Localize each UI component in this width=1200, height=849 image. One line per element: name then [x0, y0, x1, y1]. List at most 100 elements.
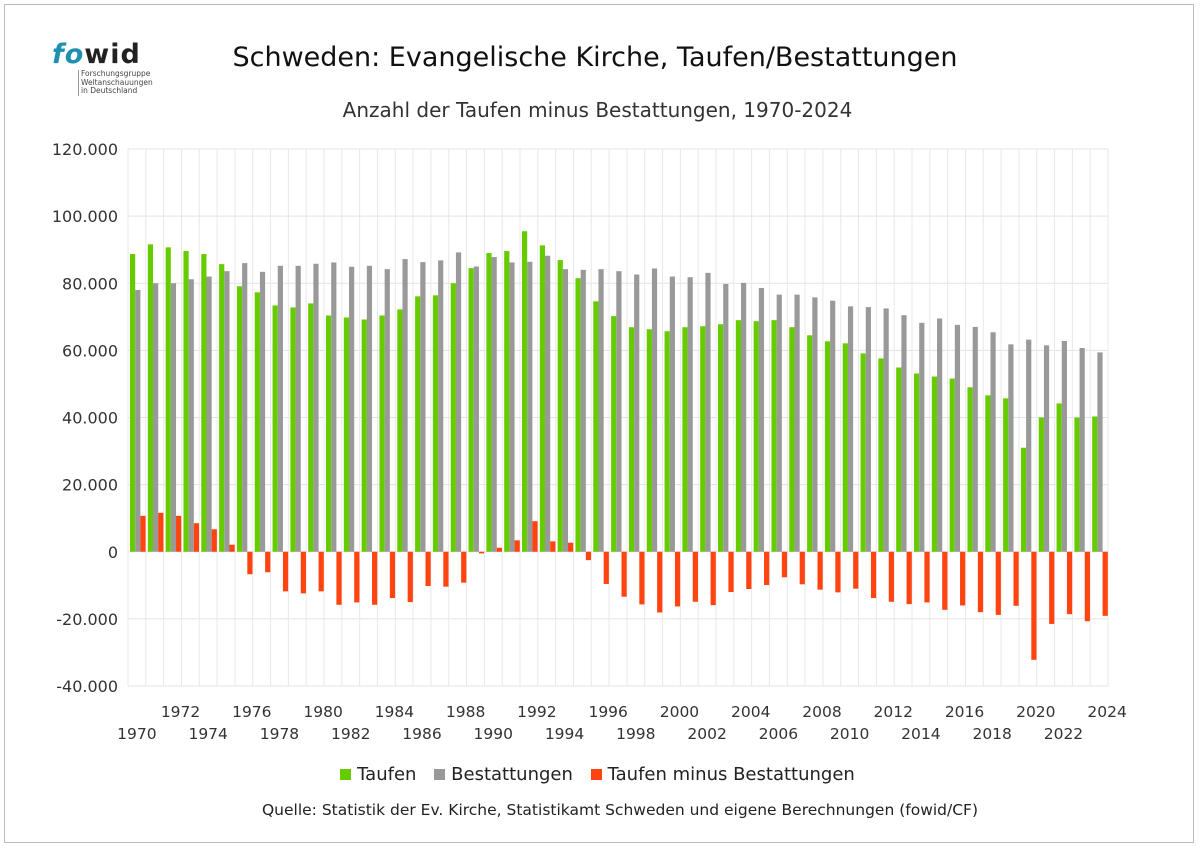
bar-bestattungen-2023 [1079, 348, 1085, 552]
bar-taufen-2011 [860, 353, 866, 552]
chart-subtitle: Anzahl der Taufen minus Bestattungen, 19… [342, 98, 853, 122]
x-tick-label: 2024 [1087, 703, 1126, 721]
bar-bestattungen-1983 [366, 265, 373, 552]
legend-item-bestattungen: Bestattungen [434, 764, 573, 785]
bar-taufen-minus-bestattungen-1975 [229, 544, 235, 552]
bar-taufen-2012 [878, 358, 884, 552]
bar-taufen-1976 [236, 286, 243, 552]
bar-bestattungen-2001 [687, 277, 693, 552]
bar-taufen-minus-bestattungen-1991 [514, 540, 520, 552]
bar-bestattungen-2004 [741, 282, 747, 552]
y-tick-label: 40.000 [62, 409, 118, 428]
x-tick-label: 1972 [161, 703, 200, 721]
legend-item-differenz: Taufen minus Bestattungen [590, 764, 855, 785]
bar-taufen-2001 [682, 327, 688, 552]
bar-taufen-1981 [326, 315, 332, 552]
bar-bestattungen-2019 [1008, 344, 1014, 552]
bar-taufen-2013 [896, 367, 902, 552]
bar-taufen-1995 [575, 278, 581, 552]
bar-taufen-1983 [361, 319, 367, 552]
bar-taufen-1970 [130, 254, 136, 552]
bar-taufen-2024 [1092, 416, 1098, 552]
legend-label: Taufen [357, 764, 417, 785]
legend-swatch [434, 769, 446, 780]
bar-taufen-minus-bestattungen-2015 [942, 551, 948, 610]
bar-taufen-minus-bestattungen-1998 [639, 551, 645, 605]
bar-bestattungen-1973 [188, 279, 194, 552]
bar-taufen-1999 [646, 329, 652, 552]
bar-bestattungen-2012 [883, 308, 889, 552]
bar-taufen-1994 [557, 260, 563, 552]
x-tick-label: 2016 [945, 703, 984, 721]
bar-bestattungen-2006 [776, 294, 782, 552]
bar-taufen-minus-bestattungen-1974 [211, 529, 217, 552]
logo-line: in Deutschland [81, 86, 138, 95]
bar-taufen-minus-bestattungen-2022 [1066, 551, 1073, 615]
bar-taufen-1973 [183, 251, 189, 552]
x-tick-label: 2022 [1044, 725, 1083, 743]
bar-bestattungen-2003 [723, 283, 729, 552]
y-tick-label: 20.000 [62, 476, 118, 495]
bar-taufen-2002 [700, 326, 706, 552]
chart-frame [4, 4, 1194, 843]
bar-bestattungen-1986 [420, 262, 426, 552]
bar-taufen-2016 [949, 378, 955, 552]
bar-taufen-2019 [1003, 398, 1009, 552]
bar-taufen-2010 [842, 343, 848, 552]
bar-taufen-minus-bestattungen-1996 [603, 551, 609, 584]
bar-bestattungen-1980 [313, 263, 319, 552]
bar-taufen-minus-bestattungen-2007 [799, 551, 805, 585]
fowid-logo: fowid Forschungsgruppe Weltanschauungen … [52, 40, 162, 110]
bar-bestattungen-1984 [384, 269, 390, 552]
bar-taufen-minus-bestattungen-1971 [158, 512, 164, 552]
bar-taufen-2009 [824, 341, 831, 552]
x-tick-label: 1978 [260, 725, 299, 743]
bar-bestattungen-1978 [277, 265, 283, 552]
bar-taufen-2022 [1056, 403, 1062, 552]
bar-taufen-minus-bestattungen-2001 [692, 551, 698, 602]
bar-taufen-minus-bestattungen-2019 [1013, 551, 1019, 606]
y-tick-label: 0 [108, 543, 118, 562]
x-tick-label: 1986 [402, 725, 441, 743]
bar-bestattungen-1994 [562, 269, 569, 552]
bar-bestattungen-2002 [705, 272, 711, 552]
bar-taufen-1974 [201, 254, 207, 552]
x-tick-label: 1992 [517, 703, 556, 721]
bar-bestattungen-1987 [438, 260, 444, 552]
bar-taufen-1984 [379, 315, 385, 552]
bar-taufen-minus-bestattungen-1988 [461, 551, 467, 583]
bar-taufen-1979 [290, 307, 296, 552]
bar-taufen-2006 [771, 320, 777, 552]
bar-taufen-minus-bestattungen-1992 [532, 521, 538, 552]
x-tick-label: 1970 [117, 725, 156, 743]
y-tick-label: 60.000 [62, 341, 118, 360]
bar-taufen-minus-bestattungen-2023 [1084, 551, 1090, 622]
bar-bestattungen-2009 [830, 300, 836, 552]
logo-line: Forschungsgruppe [81, 69, 151, 78]
y-tick-label: 80.000 [62, 274, 118, 293]
bar-taufen-minus-bestattungen-1979 [300, 551, 306, 594]
bar-taufen-minus-bestattungen-2014 [924, 551, 930, 603]
bar-bestattungen-1976 [242, 263, 248, 552]
x-tick-label: 1980 [303, 703, 342, 721]
bar-taufen-2021 [1038, 417, 1044, 552]
logo-line: Weltanschauungen [81, 77, 153, 87]
x-tick-label: 2010 [830, 725, 869, 743]
x-tick-label: 1990 [474, 725, 513, 743]
bar-taufen-minus-bestattungen-1977 [265, 551, 271, 573]
logo-tagline: Forschungsgruppe Weltanschauungen in Deu… [78, 69, 162, 96]
x-tick-label: 2008 [802, 703, 841, 721]
bar-bestattungen-1970 [135, 289, 141, 552]
bar-taufen-2007 [789, 327, 795, 552]
chart-title: Schweden: Evangelische Kirche, Taufen/Be… [232, 42, 958, 73]
bar-taufen-1972 [165, 247, 171, 552]
x-tick-label: 1988 [446, 703, 485, 721]
bar-taufen-minus-bestattungen-1976 [247, 551, 253, 575]
bar-bestattungen-1982 [349, 266, 355, 552]
bar-taufen-1993 [539, 245, 546, 552]
bar-bestattungen-2022 [1061, 340, 1067, 552]
bar-bestattungen-2008 [812, 297, 818, 552]
bar-taufen-minus-bestattungen-2005 [764, 551, 770, 585]
bar-taufen-1978 [272, 305, 278, 552]
